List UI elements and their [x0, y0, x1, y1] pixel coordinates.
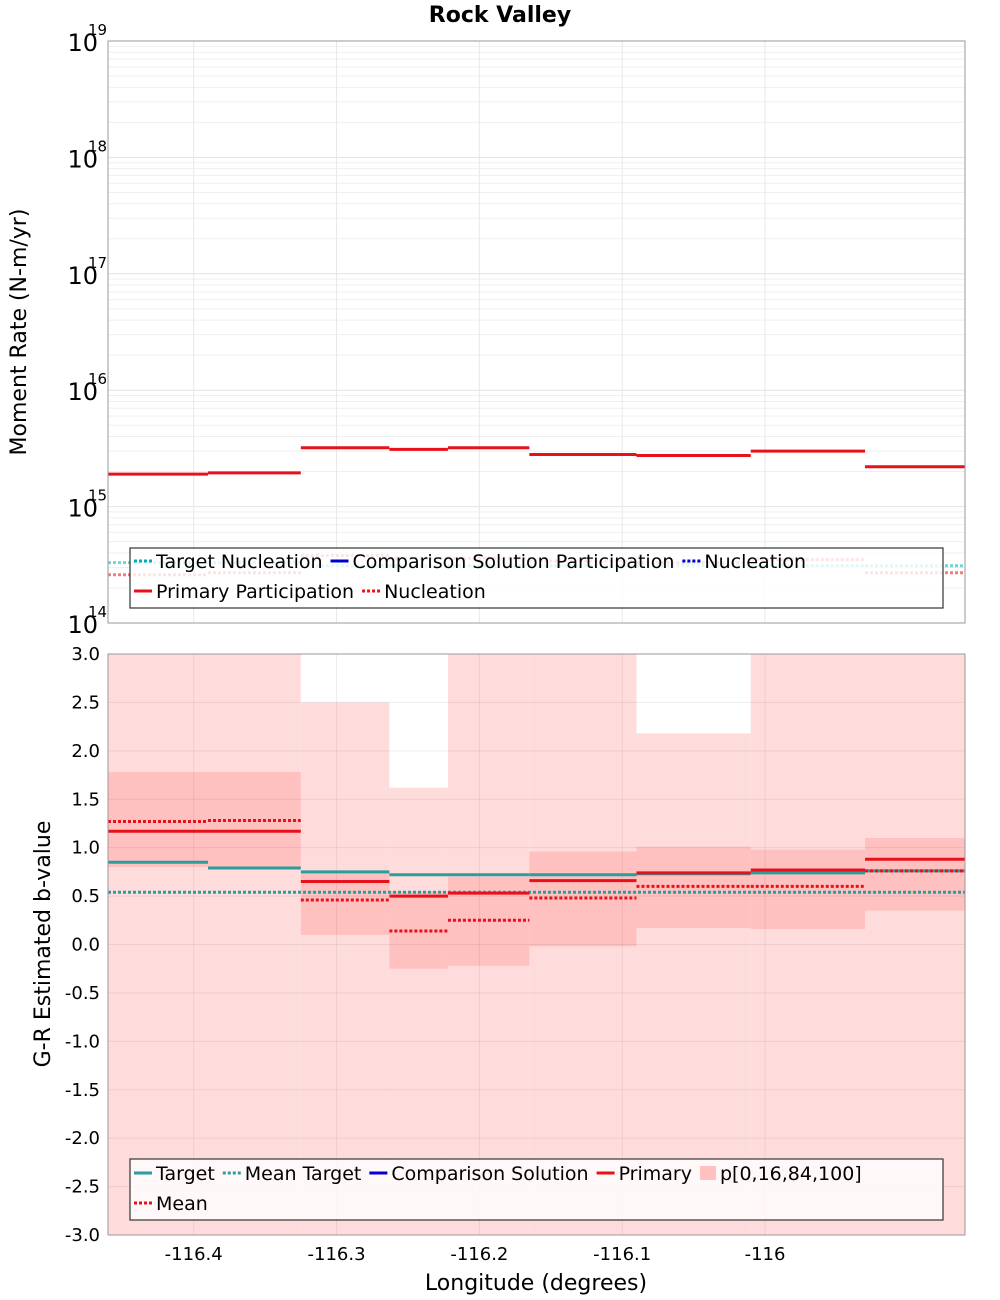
series-bottom: [108, 819, 965, 933]
y-tick-exponent: 17: [88, 254, 107, 272]
y-tick-label: -2.0: [65, 1128, 100, 1149]
legend-item-comparison-solution: Comparison Solution: [369, 1163, 589, 1185]
band-p0-p100: [300, 702, 390, 1235]
legend-label: Comparison Solution Participation: [353, 551, 675, 573]
plot-frame-bottom: [107, 653, 966, 1236]
plot-frame-top: [107, 40, 966, 624]
y-tick-label: 0.0: [71, 935, 100, 956]
legend-label: Mean: [156, 1193, 208, 1215]
x-tick-label: -116.1: [593, 1244, 651, 1265]
band-p0-p100: [207, 654, 301, 1235]
y-tick-exponent: 16: [88, 370, 107, 388]
y-tick-exponent: 15: [88, 487, 107, 505]
legend-box: [129, 1158, 944, 1221]
legend-bottom: Target Mean Target Comparison Solution Prim…: [129, 1158, 944, 1221]
y-tick-exponent: 18: [88, 137, 107, 155]
y-tick-labels-bottom: 3.0 2.5 2.0 1.5 1.0 0.5 0.0 -0.5 -1.0 -1.5 -2.0 -2.…: [65, 644, 100, 1246]
grid-top: [108, 41, 965, 624]
legend-item-primary-participation: Primary Participation: [134, 581, 354, 603]
legend-label: Nucleation: [384, 581, 486, 603]
band-p16-p84: [865, 837, 965, 911]
y-tick-label: 1.5: [71, 789, 100, 810]
x-tick-label: -116: [745, 1244, 786, 1265]
legend-item-target-nucleation: Target Nucleation: [134, 551, 323, 573]
legend-item-mean-target: Mean Target: [222, 1163, 362, 1185]
band-p16-p84: [750, 849, 866, 930]
band-p0-p100: [636, 733, 751, 1235]
x-axis-label: Longitude (degrees): [425, 1271, 647, 1296]
y-tick-base: 10: [67, 611, 98, 639]
legend-top: Target Nucleation Comparison Solution Par…: [129, 547, 944, 609]
y-axis-label-top: Moment Rate (N-m/yr): [7, 209, 32, 456]
y-tick-exponent: 14: [88, 603, 107, 621]
legend-item-target: Target: [134, 1163, 215, 1185]
y-tick-base: 10: [67, 262, 98, 290]
legend-item-mean: Mean: [134, 1193, 208, 1215]
legend-label: Primary Participation: [156, 581, 354, 603]
band-p0-p100: [865, 654, 965, 1235]
y-tick-base: 10: [67, 145, 98, 173]
y-tick-label: -1.0: [65, 1031, 100, 1052]
x-tick-labels: -116.4 -116.3 -116.2 -116.1 -116: [165, 1244, 786, 1265]
legend-label: Primary: [619, 1163, 692, 1185]
band-p0-p100: [750, 654, 866, 1235]
legend-label: p[0,16,84,100]: [720, 1163, 862, 1185]
y-tick-base: 10: [67, 495, 98, 523]
y-tick-label: 0.5: [71, 886, 100, 907]
grid-bottom: [108, 653, 965, 1236]
band-p16-p84: [389, 891, 448, 969]
y-tick-label: -3.0: [65, 1225, 100, 1246]
chart-title: Rock Valley: [429, 3, 571, 28]
legend-item-p-0-16-84-100: p[0,16,84,100]: [699, 1163, 862, 1185]
b-value-panel: 3.0 2.5 2.0 1.5 1.0 0.5 0.0 -0.5 -1.0 -1.5 -2.0 -2.…: [31, 644, 966, 1296]
legend-label: Target Nucleation: [155, 551, 323, 573]
x-tick-label: -116.4: [165, 1244, 223, 1265]
legend-item-comparison-solution-participation: Comparison Solution Participation: [330, 551, 675, 573]
band-p0-p100: [108, 654, 208, 1235]
legend-swatch: [699, 1166, 716, 1180]
legend-item-nucleation: Nucleation: [682, 551, 806, 573]
plot-area-top: [108, 41, 965, 623]
x-tick-label: -116.3: [308, 1244, 366, 1265]
legend-label: Mean Target: [245, 1163, 362, 1185]
y-tick-exponent: 19: [88, 21, 107, 39]
band-p16-p84: [108, 772, 208, 868]
y-tick-label: 2.5: [71, 692, 100, 713]
y-axis-label-bottom: G-R Estimated b-value: [31, 821, 56, 1068]
y-tick-label: -1.5: [65, 1080, 100, 1101]
legend-label: Target: [155, 1163, 215, 1185]
legend-item-primary: Primary: [596, 1163, 692, 1185]
y-tick-label: -0.5: [65, 983, 100, 1004]
legend-label: Nucleation: [704, 551, 806, 573]
legend-item-nucleation: Nucleation: [362, 581, 486, 603]
x-tick-label: -116.2: [450, 1244, 508, 1265]
y-tick-label: 2.0: [71, 741, 100, 762]
legend-box: [129, 547, 944, 609]
y-tick-label: 3.0: [71, 644, 100, 665]
legend-label: Comparison Solution: [391, 1163, 588, 1185]
y-tick-base: 10: [67, 29, 98, 57]
y-tick-label: -2.5: [65, 1177, 100, 1198]
y-tick-base: 10: [67, 378, 98, 406]
y-tick-label: 1.0: [71, 838, 100, 859]
